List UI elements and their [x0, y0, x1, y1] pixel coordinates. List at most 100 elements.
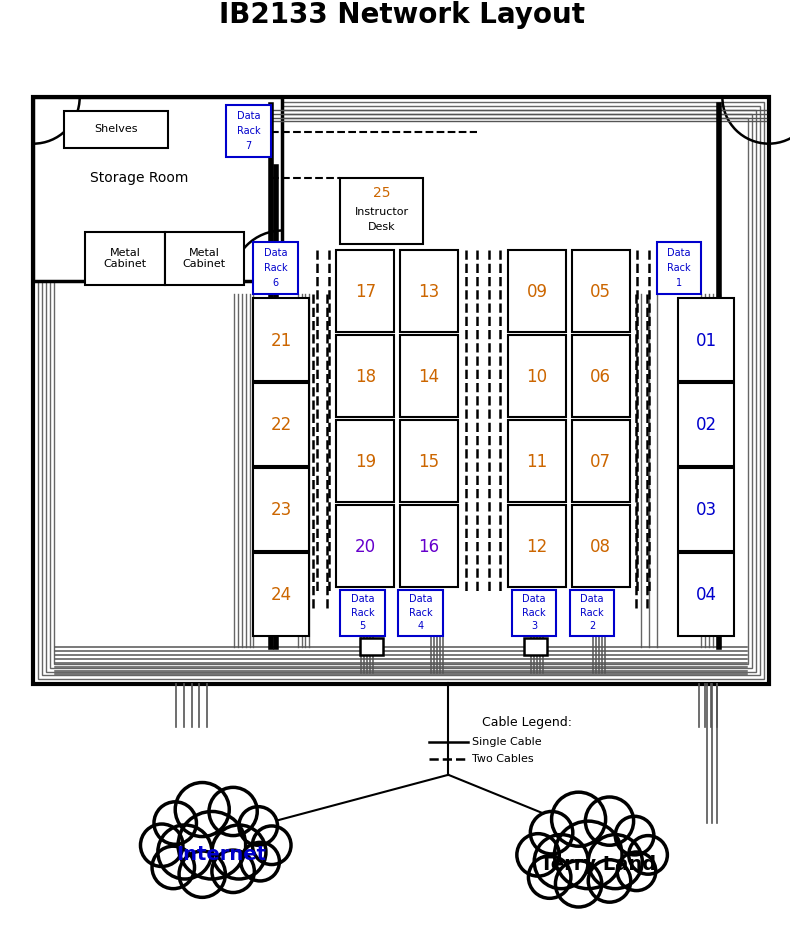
Text: 20: 20 [354, 538, 376, 556]
Text: 21: 21 [271, 331, 291, 349]
Bar [507, 334, 565, 417]
Bar [400, 334, 458, 417]
Text: 5: 5 [359, 621, 365, 632]
Text: Storage Room: Storage Room [90, 171, 189, 186]
Bar [336, 420, 393, 502]
Bar [33, 98, 282, 280]
Bar [571, 250, 629, 331]
Bar [46, 110, 756, 671]
Text: 2: 2 [589, 621, 594, 632]
Text: 13: 13 [418, 283, 439, 301]
Bar [340, 178, 422, 244]
Circle shape [209, 787, 257, 835]
Text: Rack: Rack [236, 126, 260, 136]
Text: 6: 6 [272, 277, 279, 288]
Text: Data: Data [580, 594, 603, 604]
Text: 08: 08 [589, 538, 610, 556]
Bar [33, 98, 768, 684]
Circle shape [252, 826, 291, 865]
Text: 4: 4 [417, 621, 423, 632]
Bar [677, 298, 733, 381]
Bar [340, 590, 384, 635]
Bar [165, 232, 243, 284]
Circle shape [212, 825, 266, 879]
Circle shape [628, 835, 666, 874]
Circle shape [157, 825, 212, 879]
Text: Two Cables: Two Cables [472, 755, 533, 764]
Bar [85, 232, 165, 284]
Circle shape [516, 833, 559, 876]
Circle shape [617, 852, 655, 890]
Bar [523, 637, 546, 655]
Text: 19: 19 [354, 453, 376, 471]
Text: Instructor: Instructor [354, 207, 408, 217]
Bar [507, 250, 565, 331]
Text: 17: 17 [354, 283, 376, 301]
Text: 7: 7 [245, 140, 251, 151]
Circle shape [588, 834, 642, 888]
Text: Data: Data [666, 248, 690, 258]
Bar [50, 114, 752, 668]
Circle shape [238, 807, 277, 846]
Text: 23: 23 [271, 501, 291, 519]
Text: Rack: Rack [666, 263, 690, 273]
Circle shape [528, 856, 570, 899]
Title: IB2133 Network Layout: IB2133 Network Layout [218, 1, 585, 29]
Text: Rack: Rack [522, 608, 545, 617]
Bar [226, 105, 271, 157]
Circle shape [585, 797, 633, 846]
Text: Data: Data [350, 594, 373, 604]
Text: 07: 07 [589, 453, 610, 471]
Text: 14: 14 [418, 368, 439, 386]
Bar [64, 111, 169, 148]
Bar [571, 420, 629, 502]
Circle shape [530, 812, 572, 854]
Text: Data: Data [408, 594, 431, 604]
Bar [512, 590, 556, 635]
Bar [54, 117, 748, 664]
Text: 02: 02 [695, 417, 715, 435]
Text: 16: 16 [418, 538, 439, 556]
Bar [253, 383, 309, 466]
Text: 25: 25 [373, 186, 390, 200]
Text: Terry Land: Terry Land [539, 855, 655, 874]
Circle shape [533, 834, 588, 888]
Bar [507, 420, 565, 502]
Text: 3: 3 [531, 621, 536, 632]
Text: Rack: Rack [580, 608, 603, 617]
Bar [400, 420, 458, 502]
Bar [571, 334, 629, 417]
Circle shape [614, 816, 653, 855]
Bar [253, 242, 297, 295]
Text: 12: 12 [526, 538, 547, 556]
Text: Internet: Internet [177, 846, 267, 865]
Bar [253, 553, 309, 635]
Text: Cable Legend:: Cable Legend: [482, 716, 572, 729]
Text: Single Cable: Single Cable [472, 737, 541, 747]
Circle shape [179, 851, 225, 898]
Circle shape [152, 847, 194, 888]
Text: 10: 10 [526, 368, 547, 386]
Text: 06: 06 [589, 368, 610, 386]
Bar [569, 590, 613, 635]
Text: 22: 22 [271, 417, 291, 435]
Circle shape [175, 782, 229, 836]
Text: 18: 18 [354, 368, 376, 386]
Text: Rack: Rack [408, 608, 431, 617]
Circle shape [588, 860, 630, 902]
Circle shape [241, 842, 279, 881]
Bar [336, 250, 393, 331]
Bar [400, 250, 458, 331]
Text: 03: 03 [695, 501, 715, 519]
Bar [38, 102, 763, 679]
Text: 1: 1 [675, 277, 681, 288]
Text: 01: 01 [695, 331, 715, 349]
Bar [677, 468, 733, 551]
Text: Desk: Desk [368, 222, 395, 232]
Bar [253, 468, 309, 551]
Text: Rack: Rack [263, 263, 287, 273]
Bar [656, 242, 700, 295]
Circle shape [554, 821, 622, 888]
Text: 04: 04 [695, 586, 715, 604]
Text: 11: 11 [526, 453, 547, 471]
